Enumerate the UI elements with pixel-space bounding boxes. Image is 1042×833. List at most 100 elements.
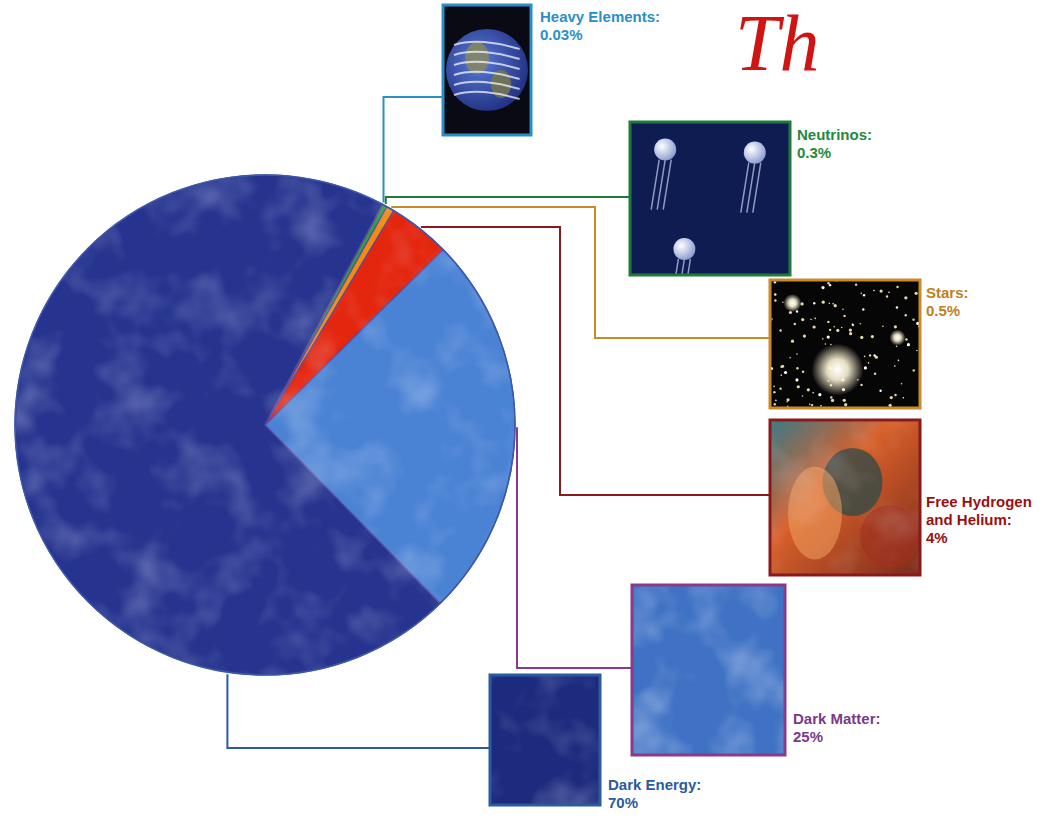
star [786, 398, 789, 401]
leader-line [386, 197, 630, 204]
callout-box [769, 279, 921, 408]
star [796, 367, 798, 369]
star [780, 374, 782, 376]
star [795, 378, 798, 381]
slice-label: Heavy Elements: [540, 8, 660, 25]
star [781, 365, 784, 368]
leader-line [384, 97, 444, 203]
trail [753, 163, 761, 213]
trail [676, 259, 684, 275]
star [896, 286, 898, 288]
data-label: 4% [926, 529, 948, 546]
star [889, 404, 892, 407]
data-label: 70% [608, 794, 638, 811]
star [907, 343, 910, 346]
label-line: Dark Matter: [793, 710, 881, 727]
star [849, 328, 852, 331]
image-bg [770, 280, 920, 408]
star [836, 329, 839, 332]
star [791, 340, 794, 343]
cloud [454, 82, 520, 89]
star [841, 327, 843, 329]
star [797, 385, 800, 388]
label-line: Stars: [926, 284, 969, 301]
star [868, 362, 870, 364]
box-frame [632, 585, 785, 755]
star [894, 394, 896, 396]
cloud [454, 92, 520, 99]
star [822, 301, 825, 304]
star [890, 396, 893, 399]
star [896, 346, 898, 348]
land [465, 42, 489, 74]
label-line: Dark Energy: [608, 776, 701, 793]
star [874, 373, 876, 375]
star [860, 336, 863, 339]
star [827, 282, 829, 284]
star [782, 301, 784, 303]
star [820, 405, 822, 407]
star [831, 399, 834, 402]
trail [663, 160, 671, 210]
star [915, 292, 918, 295]
trail [670, 259, 678, 275]
slice-label: Neutrinos: [797, 126, 872, 143]
image-bg [490, 675, 600, 805]
star [879, 289, 882, 292]
callout-box [632, 585, 785, 755]
star [862, 308, 864, 310]
star [802, 395, 804, 397]
star [801, 318, 804, 321]
leader-line [227, 674, 490, 748]
star [913, 369, 915, 371]
star [852, 323, 854, 325]
star [832, 303, 834, 305]
star-cluster [812, 344, 864, 396]
data-label: 25% [793, 728, 823, 745]
callout-box [770, 420, 920, 575]
star [773, 391, 775, 393]
box-image [770, 280, 920, 408]
star [829, 303, 831, 305]
star [843, 399, 846, 402]
star [904, 296, 907, 299]
star [813, 325, 816, 328]
star [903, 397, 905, 399]
slice-label: Dark Energy: [608, 776, 701, 793]
box-image [490, 675, 600, 805]
star [833, 326, 835, 328]
star [863, 294, 865, 296]
cloud [454, 52, 520, 59]
data-label: 0.03% [540, 26, 583, 43]
callout-box [443, 5, 531, 135]
star [789, 357, 791, 359]
leader-line [517, 427, 632, 668]
neutrino [654, 139, 676, 161]
label-line: Free Hydrogen [926, 493, 1032, 510]
star [842, 309, 844, 311]
box-image [443, 5, 531, 135]
image-texture [632, 585, 785, 755]
star [898, 360, 900, 362]
data-label: 0.5% [926, 302, 960, 319]
cloud [454, 62, 520, 69]
star [794, 323, 796, 325]
label-line: and Helium: [926, 511, 1012, 528]
image-bg [630, 122, 790, 275]
star [779, 387, 781, 389]
star [774, 299, 776, 301]
data-label: 0.3% [797, 144, 831, 161]
star [818, 393, 821, 396]
star [886, 295, 888, 297]
title: Th [735, 0, 820, 87]
earth [446, 29, 528, 111]
chart: Th Heavy Elements:0.03% Neutrinos:0.3% Star… [0, 0, 1042, 833]
slice-label: Free Hydrogenand Helium: [926, 493, 1032, 528]
star [861, 293, 863, 295]
star [882, 326, 884, 328]
star [901, 383, 903, 385]
star [813, 302, 815, 304]
star [879, 389, 881, 391]
slice-label: Stars: [926, 284, 969, 301]
star [796, 353, 798, 355]
